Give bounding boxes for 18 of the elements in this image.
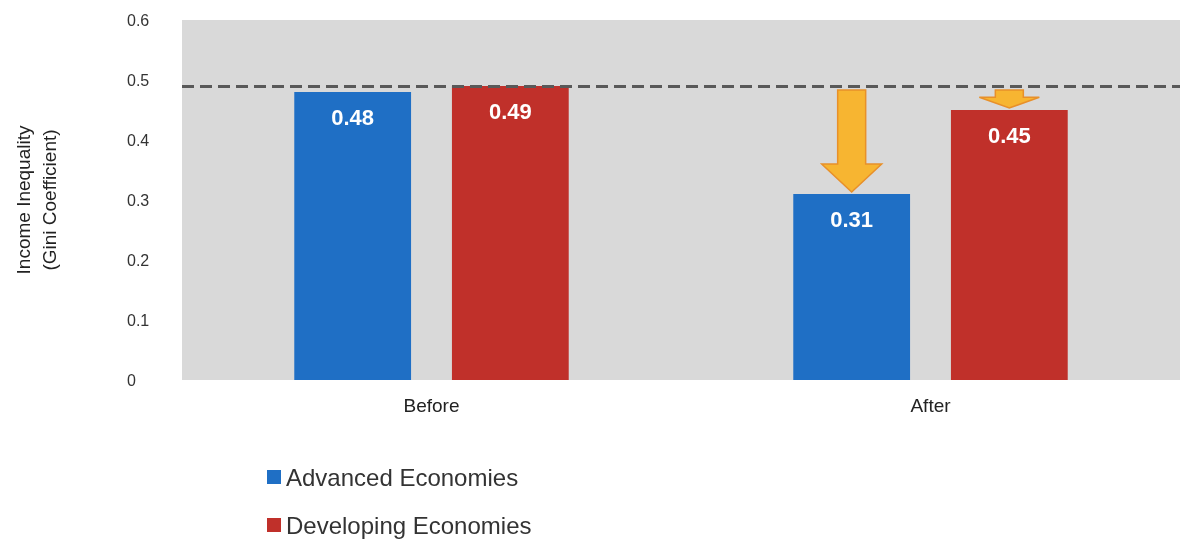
data-label: 0.31 [830,206,874,232]
y-tick-label: 0.3 [127,191,150,209]
data-label: 0.49 [488,98,532,124]
y-tick-label: 0.4 [127,131,150,149]
bar [294,92,412,380]
y-tick-label: 0.2 [127,251,150,269]
legend-label: Advanced Economies [286,463,519,491]
x-tick-label: Before [403,395,460,416]
data-label: 0.45 [987,122,1031,148]
y-tick-label: 0.5 [127,71,150,89]
y-tick-label: 0.1 [127,311,150,329]
bar [451,86,569,380]
x-tick-label: After [910,395,952,416]
data-label: 0.48 [331,104,375,130]
legend-label: Developing Economies [286,511,532,539]
y-axis-title: Income Inequality (Gini Coefficient) [12,125,60,275]
y-tick-label: 0 [127,371,136,389]
y-tick-label: 0.6 [127,11,150,29]
